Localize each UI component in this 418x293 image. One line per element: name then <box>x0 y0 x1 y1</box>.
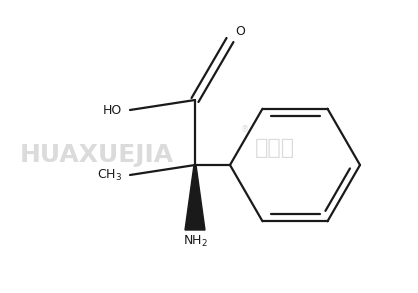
Text: NH$_2$: NH$_2$ <box>183 234 207 249</box>
Text: 化学加: 化学加 <box>255 138 295 158</box>
Text: ®: ® <box>241 125 249 134</box>
Text: CH$_3$: CH$_3$ <box>97 168 122 183</box>
Text: O: O <box>235 25 245 38</box>
Text: HO: HO <box>103 103 122 117</box>
Text: HUAXUEJIA: HUAXUEJIA <box>20 143 174 167</box>
Polygon shape <box>185 165 205 230</box>
